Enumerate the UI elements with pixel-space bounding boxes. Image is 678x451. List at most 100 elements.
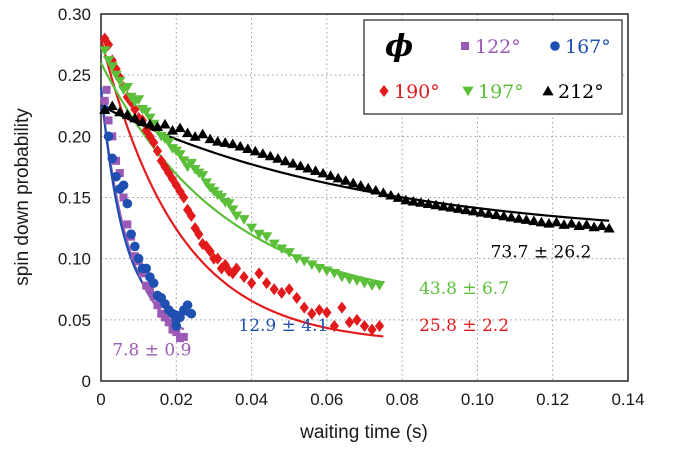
data-point <box>106 100 118 111</box>
data-point <box>298 256 310 267</box>
data-point <box>114 76 126 87</box>
data-point <box>268 239 280 250</box>
data-point <box>148 278 159 288</box>
data-point <box>453 203 465 213</box>
data-point <box>111 63 121 76</box>
data-point <box>179 191 189 204</box>
data-point <box>140 107 152 118</box>
y-axis-title: spin down probability <box>12 108 33 286</box>
data-point <box>277 286 287 299</box>
y-tick-label: 0.25 <box>58 66 91 85</box>
data-point <box>287 158 299 168</box>
data-point <box>223 199 235 209</box>
legend-label: 212° <box>558 81 604 103</box>
data-point <box>130 241 140 252</box>
plot-frame <box>100 13 629 382</box>
legend-label: 122° <box>475 36 521 58</box>
data-point <box>302 162 314 173</box>
fit-curve <box>100 104 610 222</box>
data-point <box>174 122 186 133</box>
data-point <box>321 266 333 277</box>
data-point <box>284 283 294 296</box>
data-point <box>125 92 137 103</box>
data-point <box>373 281 386 291</box>
data-point <box>392 192 404 202</box>
x-tick-label: 0.04 <box>235 390 268 409</box>
data-point <box>262 277 272 290</box>
data-point <box>272 153 284 163</box>
legend-marker <box>462 86 474 97</box>
data-point <box>121 83 133 93</box>
data-point <box>164 318 173 327</box>
data-point <box>347 177 359 188</box>
y-tick-label: 0.30 <box>58 5 91 24</box>
data-point <box>99 104 111 114</box>
data-point <box>245 223 258 234</box>
fit-time-constant-label: 25.8 ± 2.2 <box>419 316 509 336</box>
legend-title-phi: ϕ <box>385 29 413 64</box>
data-point <box>205 245 215 258</box>
data-point <box>269 283 279 296</box>
data-point <box>329 319 339 332</box>
data-point <box>483 208 495 218</box>
data-point <box>528 215 540 226</box>
data-point <box>407 195 420 206</box>
data-point <box>385 189 397 200</box>
x-tick-label: 0 <box>96 390 105 409</box>
data-point <box>437 200 450 211</box>
data-point <box>99 46 111 56</box>
data-point <box>283 248 295 258</box>
data-point <box>367 323 377 336</box>
data-point <box>175 312 185 323</box>
data-point <box>314 304 324 317</box>
data-point <box>145 285 154 294</box>
data-point <box>227 138 239 149</box>
data-point <box>415 197 427 207</box>
y-tick-label: 0.15 <box>58 189 91 208</box>
fit-annotations: 7.8 ± 0.9 12.9 ± 4.1 25.8 ± 2.2 43.8 ± 6.7 7… <box>112 242 591 360</box>
data-point <box>520 214 532 224</box>
data-point <box>313 264 325 274</box>
legend-marker <box>461 42 469 50</box>
legend: ϕ 122° 167° 190° 197° 212° <box>363 19 623 115</box>
data-point <box>336 272 348 283</box>
data-point <box>344 316 355 329</box>
data-point <box>185 158 197 169</box>
data-point <box>197 171 209 181</box>
data-point <box>110 70 122 81</box>
data-point <box>306 260 318 270</box>
data-point <box>111 171 121 182</box>
data-point <box>163 138 175 148</box>
data-point <box>498 210 510 221</box>
data-point <box>122 198 133 209</box>
data-point <box>149 136 159 149</box>
data-point <box>355 180 367 190</box>
data-point <box>359 319 370 332</box>
data-point <box>121 109 133 119</box>
data-point <box>152 145 163 158</box>
data-point <box>490 209 502 220</box>
x-tick-label: 0.12 <box>536 390 569 409</box>
data-point <box>189 131 201 141</box>
data-point <box>242 143 254 153</box>
data-point <box>351 276 363 286</box>
fit-curve <box>99 87 192 317</box>
data-point <box>596 220 608 231</box>
legend-label: 190° <box>394 81 440 103</box>
data-point <box>144 118 156 129</box>
data-point <box>102 56 115 66</box>
data-point <box>181 127 194 138</box>
fit-time-constant-label: 73.7 ± 26.2 <box>491 242 592 262</box>
x-tick-label: 0.06 <box>310 390 343 409</box>
data-point <box>422 198 435 209</box>
data-point <box>144 113 156 124</box>
data-point <box>213 252 223 265</box>
data-point <box>239 271 249 284</box>
data-point <box>100 96 109 105</box>
data-point <box>106 62 118 72</box>
data-point <box>535 216 548 227</box>
y-tick-labels: 0 0.05 0.10 0.15 0.20 0.25 0.30 <box>58 5 91 391</box>
data-point <box>219 137 231 147</box>
data-point <box>475 206 487 217</box>
data-point <box>307 307 317 320</box>
